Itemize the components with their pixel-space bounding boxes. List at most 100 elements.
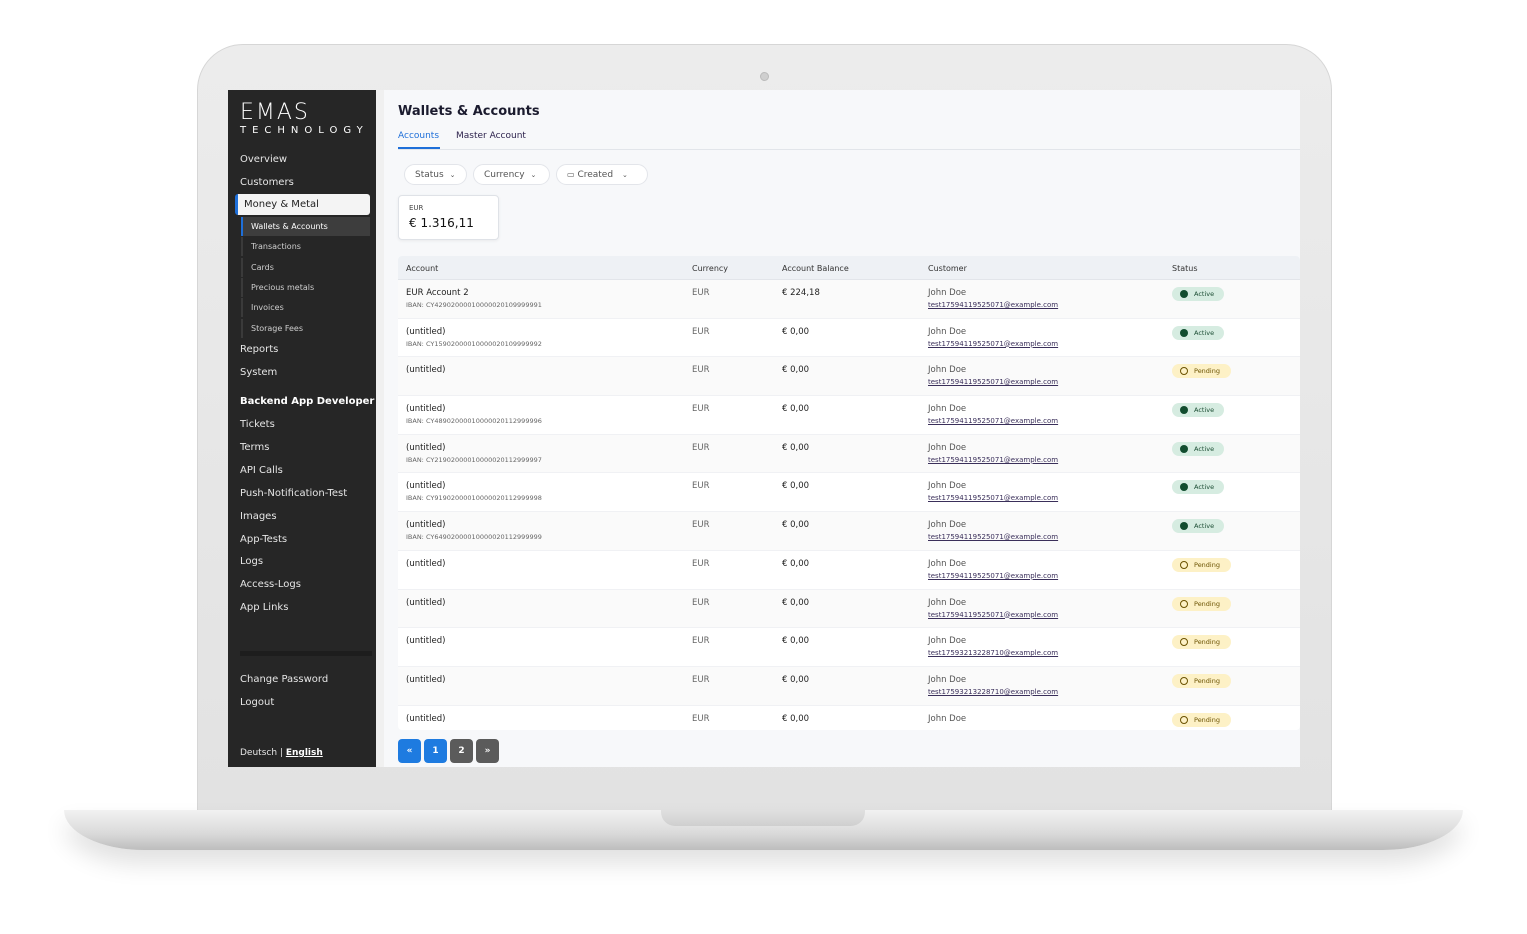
account-balance: € 0,00 xyxy=(782,404,810,415)
tab-accounts[interactable]: Accounts xyxy=(398,131,440,141)
filter-label: Status xyxy=(415,170,444,180)
table-row[interactable]: EUR Account 2 IBAN: CY429020000100000201… xyxy=(398,280,1300,319)
status-badge: Pending xyxy=(1172,596,1231,611)
table-row[interactable]: (untitled) EUR € 0,00 John Doe test17594… xyxy=(398,551,1300,590)
card-currency: EUR xyxy=(409,204,424,212)
check-circle-icon xyxy=(1180,406,1188,415)
sidebar-item-system[interactable]: System xyxy=(240,367,278,378)
pager-next-button[interactable]: » xyxy=(476,739,499,763)
sidebar-subitem-storage-fees[interactable]: Storage Fees xyxy=(241,318,370,338)
customer-email-link[interactable]: test17594119525071@example.com xyxy=(928,339,1059,348)
lang-english[interactable]: English xyxy=(285,748,323,758)
table-body: EUR Account 2 IBAN: CY429020000100000201… xyxy=(398,280,1300,730)
sidebar-item-api-calls[interactable]: API Calls xyxy=(240,464,283,476)
col-status[interactable]: Status xyxy=(1172,264,1198,273)
currency-filter[interactable]: Currency ⌄ xyxy=(473,164,550,185)
table-row[interactable]: (untitled) IBAN: CY919020000100000201129… xyxy=(398,473,1300,513)
col-balance[interactable]: Account Balance xyxy=(782,264,849,273)
clock-icon xyxy=(1180,560,1188,569)
account-name: (untitled) xyxy=(406,442,446,453)
accounts-table: Account Currency Account Balance Custome… xyxy=(398,256,1300,730)
pager-page-1[interactable]: 1 xyxy=(424,739,447,763)
sidebar-subitem-transactions[interactable]: Transactions xyxy=(241,237,370,257)
status-filter[interactable]: Status ⌄ xyxy=(404,164,467,185)
col-customer[interactable]: Customer xyxy=(928,264,967,273)
sidebar-subitem-invoices[interactable]: Invoices xyxy=(241,298,370,318)
customer-email-link[interactable]: test17593213228710@example.com xyxy=(928,649,1059,658)
check-circle-icon xyxy=(1180,290,1188,298)
customer-email-link[interactable]: test17593213228710@example.com xyxy=(928,687,1059,696)
sidebar-scrollbar[interactable] xyxy=(376,90,384,767)
customer-name: John Doe xyxy=(928,674,967,685)
status-text: Active xyxy=(1194,522,1215,531)
table-row[interactable]: (untitled) EUR € 0,00 John Doe test17593… xyxy=(398,628,1300,667)
clock-icon xyxy=(1180,676,1188,685)
table-row[interactable]: (untitled) IBAN: CY649020000100000201129… xyxy=(398,512,1300,551)
sidebar-subitem-wallets-accounts[interactable]: Wallets & Accounts xyxy=(241,217,370,236)
sidebar-subitem-precious-metals[interactable]: Precious metals xyxy=(241,277,370,297)
lang-deutsch[interactable]: Deutsch xyxy=(240,748,278,758)
customer-name: John Doe xyxy=(928,288,967,298)
sidebar-item-change-password[interactable]: Change Password xyxy=(240,674,329,685)
sidebar-subitem-cards[interactable]: Cards xyxy=(241,257,370,277)
status-text: Active xyxy=(1194,444,1215,453)
tab-master-account[interactable]: Master Account xyxy=(456,131,526,141)
sidebar-item-customers[interactable]: Customers xyxy=(240,177,294,188)
active-tab-indicator xyxy=(398,147,440,149)
customer-email-link[interactable]: test17594119525071@example.com xyxy=(928,417,1059,426)
sidebar-item-app-links[interactable]: App Links xyxy=(240,602,289,614)
table-row[interactable]: (untitled) IBAN: CY489020000100000201129… xyxy=(398,396,1300,435)
customer-email-link[interactable]: test17594119525071@example.com xyxy=(928,378,1059,387)
table-row[interactable]: (untitled) EUR € 0,00 John Doe Pending xyxy=(398,706,1300,730)
account-currency: EUR xyxy=(692,636,710,647)
table-row[interactable]: (untitled) EUR € 0,00 John Doe test17594… xyxy=(398,589,1300,629)
sidebar-item-tickets[interactable]: Tickets xyxy=(240,419,275,430)
sidebar-item-logout[interactable]: Logout xyxy=(240,697,275,708)
sidebar-item-money-metal[interactable]: Money & Metal xyxy=(235,194,370,215)
table-header: Account Currency Account Balance Custome… xyxy=(398,256,1300,280)
status-badge: Pending xyxy=(1172,673,1231,688)
app-screen: EMAS TECHNOLOGY Money & Metal Deutsch | … xyxy=(228,90,1300,767)
sidebar-item-images[interactable]: Images xyxy=(240,510,277,522)
sidebar-item-reports[interactable]: Reports xyxy=(240,344,279,355)
sidebar-item-app-tests[interactable]: App-Tests xyxy=(240,533,288,545)
sidebar-item-access-logs[interactable]: Access-Logs xyxy=(240,579,301,591)
sidebar-item-logs[interactable]: Logs xyxy=(240,556,264,568)
status-badge: Pending xyxy=(1172,557,1231,572)
col-account[interactable]: Account xyxy=(406,264,439,273)
sidebar-item-overview[interactable]: Overview xyxy=(240,154,288,165)
account-currency: EUR xyxy=(692,713,710,724)
clock-icon xyxy=(1180,638,1188,647)
customer-email-link[interactable]: test17594119525071@example.com xyxy=(928,455,1059,464)
customer-email-link[interactable]: test17594119525071@example.com xyxy=(928,301,1059,309)
account-name: (untitled) xyxy=(406,597,446,608)
account-currency: EUR xyxy=(692,674,710,685)
account-balance: € 0,00 xyxy=(782,558,810,569)
customer-email-link[interactable]: test17594119525071@example.com xyxy=(928,610,1059,619)
customer-email-link[interactable]: test17594119525071@example.com xyxy=(928,533,1059,542)
check-circle-icon xyxy=(1180,522,1188,531)
customer-name: John Doe xyxy=(928,442,967,453)
logo[interactable]: EMAS TECHNOLOGY xyxy=(240,102,369,137)
sidebar-item-terms[interactable]: Terms xyxy=(240,441,270,453)
table-row[interactable]: (untitled) EUR € 0,00 John Doe test17593… xyxy=(398,666,1300,706)
pager-prev-button[interactable]: « xyxy=(398,739,421,763)
sidebar-item-push-notification-test[interactable]: Push-Notification-Test xyxy=(240,487,348,499)
account-name: (untitled) xyxy=(406,636,446,647)
table-row[interactable]: (untitled) EUR € 0,00 John Doe test17594… xyxy=(398,357,1300,397)
pager-page-2[interactable]: 2 xyxy=(450,739,473,763)
customer-email-link[interactable]: test17594119525071@example.com xyxy=(928,571,1059,580)
customer-name: John Doe xyxy=(928,713,967,724)
customer-name: John Doe xyxy=(928,326,967,337)
customer-email-link[interactable]: test17594119525071@example.com xyxy=(928,494,1059,503)
account-balance: € 0,00 xyxy=(782,365,810,376)
chevron-down-icon: ⌄ xyxy=(530,171,537,179)
created-filter[interactable]: ▭ Created ⌄ xyxy=(556,164,648,185)
card-amount: € 1.316,11 xyxy=(409,216,474,230)
laptop-notch xyxy=(661,810,865,826)
account-name: EUR Account 2 xyxy=(406,288,469,298)
table-row[interactable]: (untitled) IBAN: CY159020000100000201099… xyxy=(398,319,1300,358)
table-row[interactable]: (untitled) IBAN: CY219020000100000201129… xyxy=(398,434,1300,474)
col-currency[interactable]: Currency xyxy=(692,264,729,273)
account-iban: IBAN: CY42902000010000020109999991 xyxy=(406,301,542,309)
